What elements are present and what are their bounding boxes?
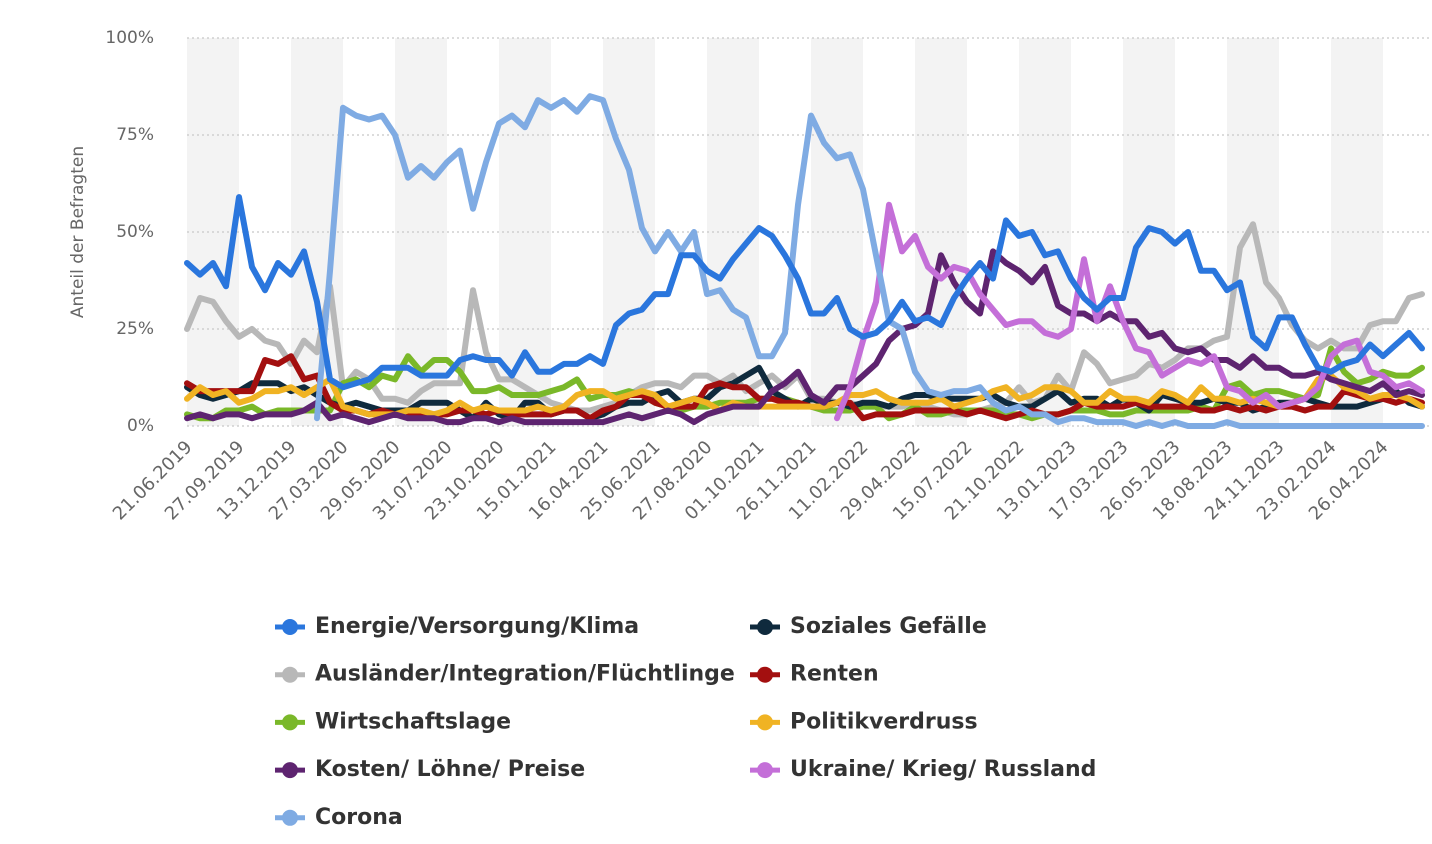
legend-label: Wirtschaftslage bbox=[315, 709, 511, 734]
y-tick-label: 25% bbox=[116, 319, 154, 339]
y-tick-label: 75% bbox=[116, 125, 154, 145]
legend-label: Corona bbox=[315, 805, 403, 830]
y-axis-label: Anteil der Befragten bbox=[68, 146, 88, 318]
y-tick-label: 0% bbox=[127, 416, 154, 436]
legend-label: Kosten/ Löhne/ Preise bbox=[315, 757, 585, 782]
series-line bbox=[184, 194, 1425, 391]
legend-label: Ukraine/ Krieg/ Russland bbox=[790, 757, 1096, 782]
legend-marker bbox=[282, 809, 298, 826]
legend-marker bbox=[757, 762, 773, 779]
y-tick-label: 100% bbox=[105, 28, 154, 48]
legend-marker bbox=[282, 714, 298, 731]
legend-label: Ausländer/Integration/Flüchtlinge bbox=[315, 662, 735, 687]
legend-marker bbox=[757, 714, 773, 731]
legend-marker bbox=[282, 666, 298, 683]
legend-label: Politikverdruss bbox=[790, 709, 978, 734]
series-line bbox=[314, 93, 1425, 429]
legend-marker bbox=[282, 762, 298, 779]
legend-label: Renten bbox=[790, 662, 879, 687]
y-tick-label: 50% bbox=[116, 222, 154, 242]
legend-marker bbox=[757, 619, 773, 635]
legend-marker bbox=[757, 666, 773, 683]
legend-marker bbox=[282, 619, 298, 635]
legend-label: Energie/Versorgung/Klima bbox=[315, 614, 639, 639]
legend-label: Soziales Gefälle bbox=[790, 614, 987, 639]
